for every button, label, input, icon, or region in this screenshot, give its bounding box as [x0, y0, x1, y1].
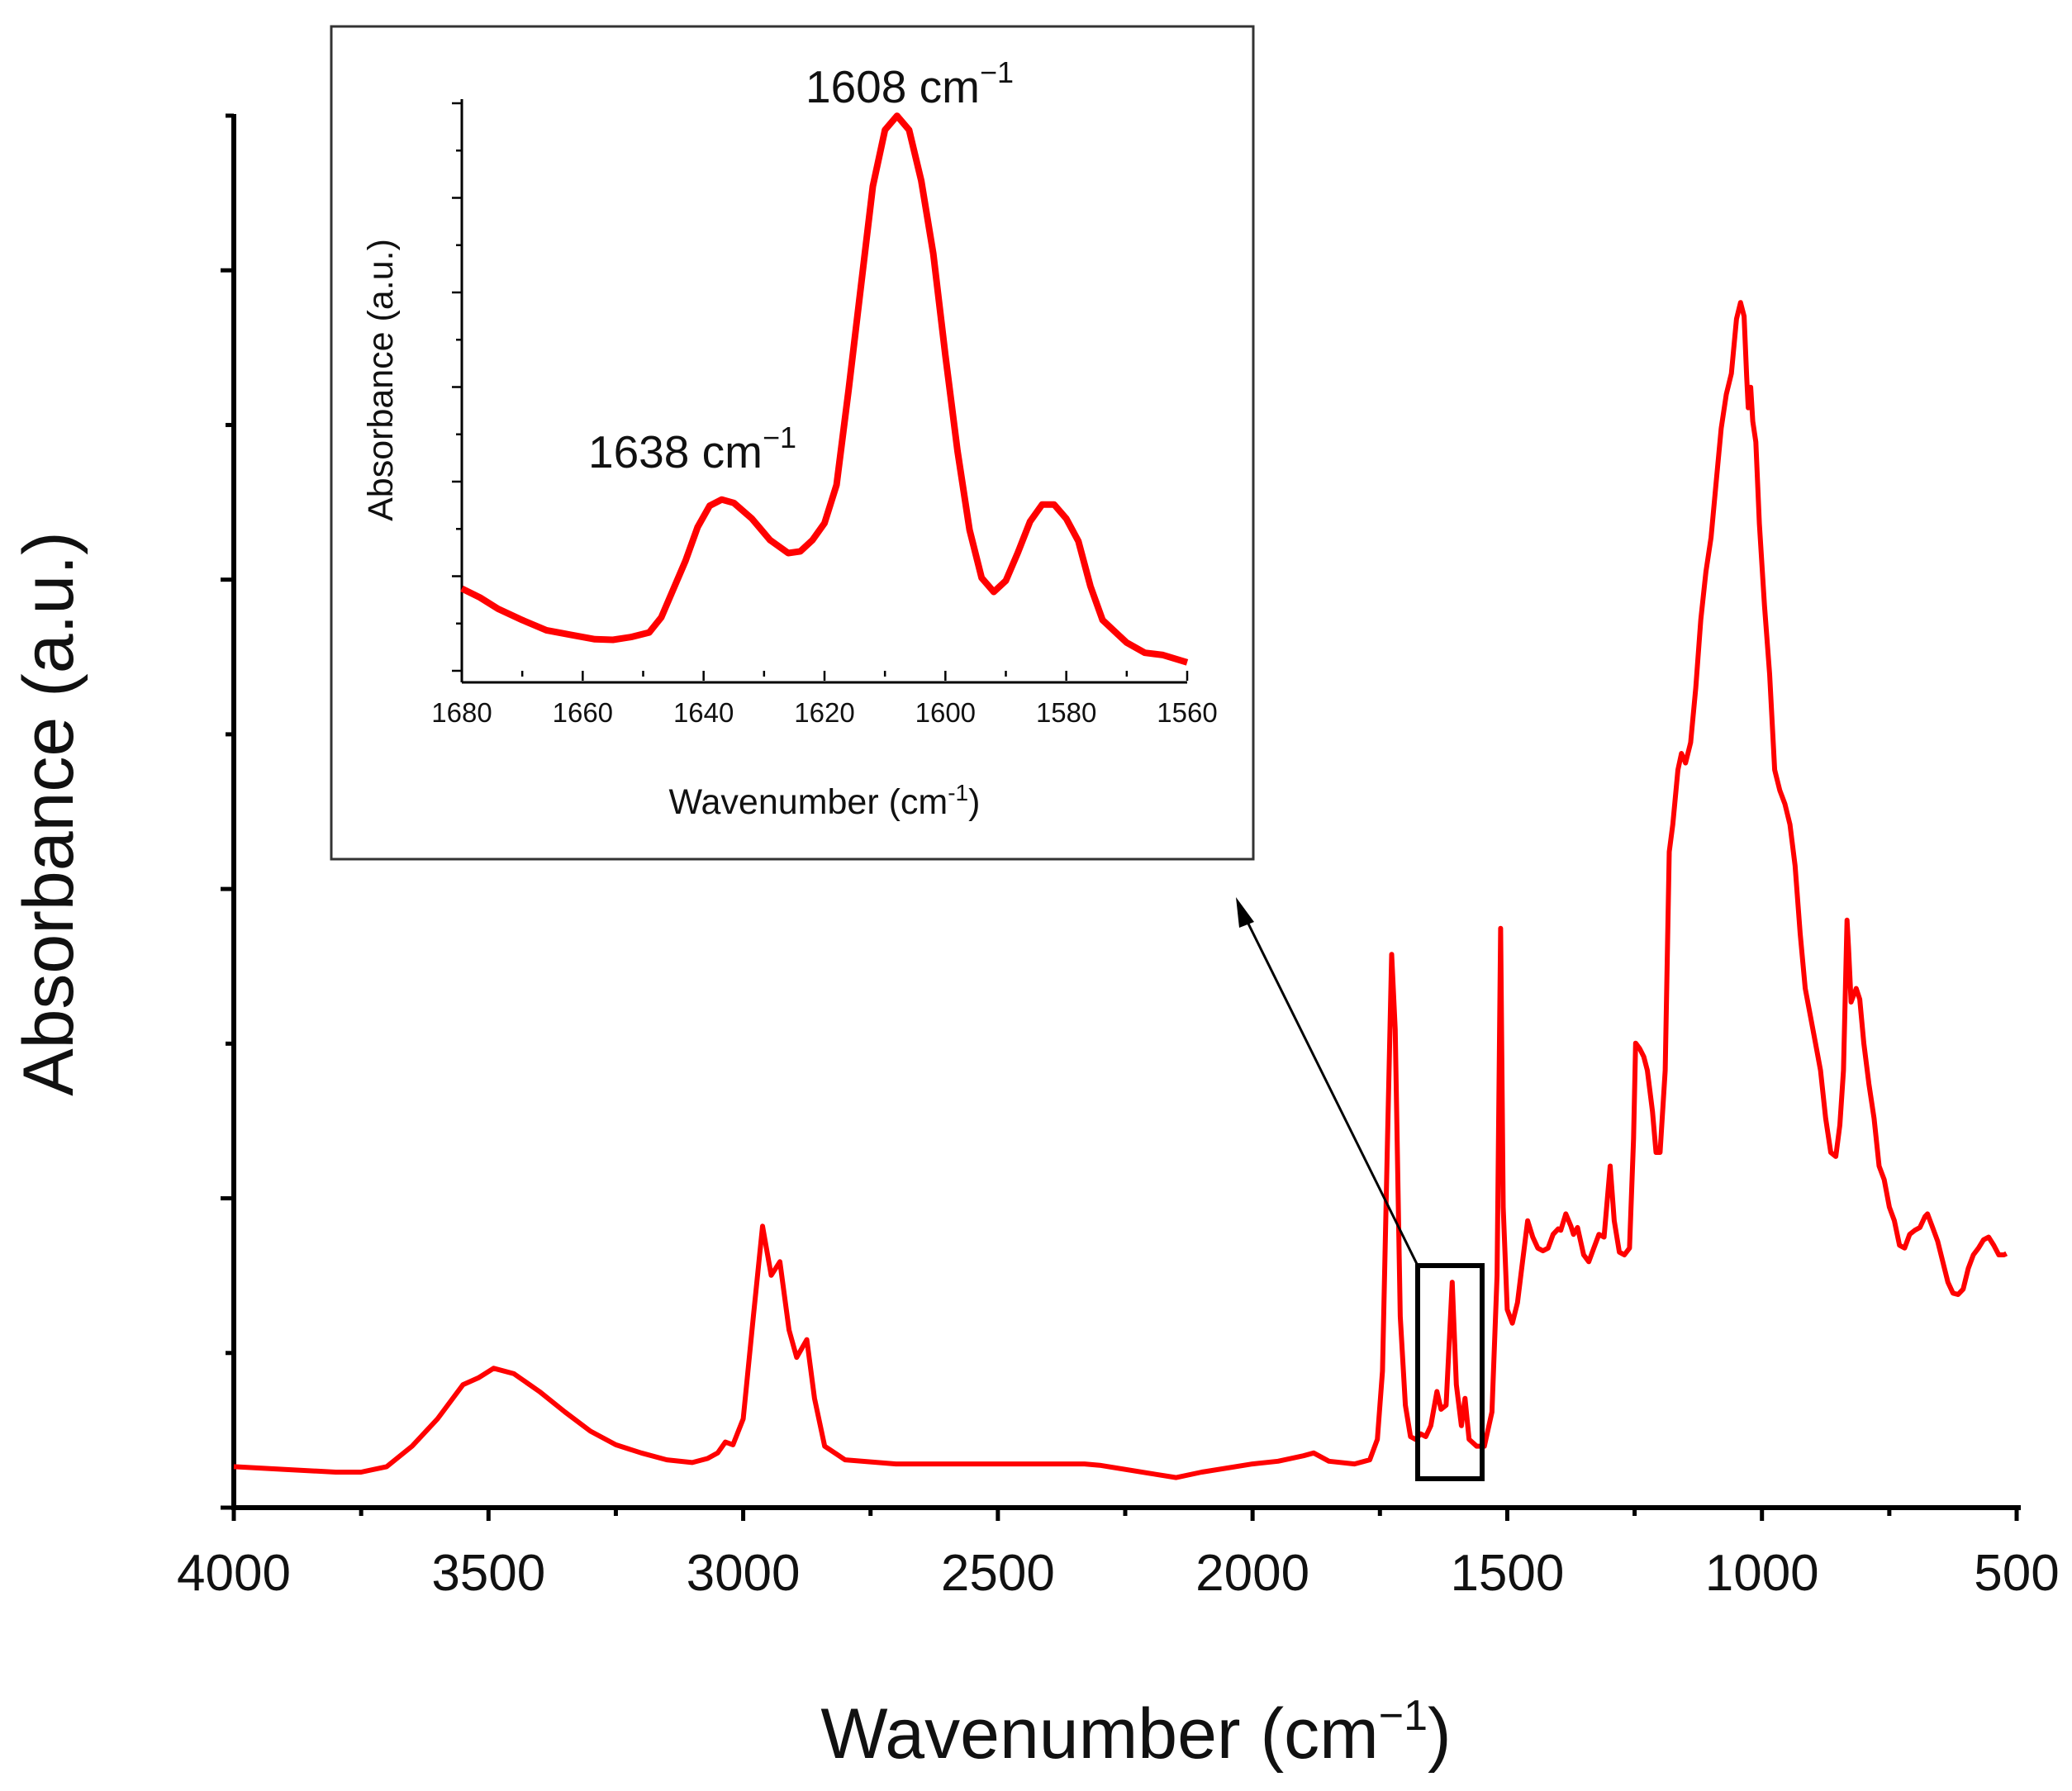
main-spectrum-line — [233, 300, 2008, 1480]
main-x-ticks: 4000 3500 3000 2500 2000 1500 1000 500 — [177, 1508, 2060, 1602]
inset-x-axis-title-close: ) — [968, 782, 980, 822]
main-x-tick-label: 2500 — [941, 1545, 1055, 1602]
inset-frame — [330, 25, 1255, 861]
inset-y-axis-title: Absorbance (a.u.) — [361, 239, 401, 521]
peak-label-1638-sup: −1 — [763, 420, 796, 454]
main-y-axis-title: Absorbance (a.u.) — [9, 531, 88, 1096]
inset-y-ticks — [452, 102, 462, 672]
main-y-ticks — [221, 113, 234, 1510]
inset-x-axis-title-text: Wavenumber (cm — [669, 782, 948, 822]
inset-x-tick-label: 1680 — [431, 697, 492, 728]
inset-x-tick-label: 1600 — [915, 697, 976, 728]
zoom-arrow-head — [1236, 897, 1254, 928]
main-x-axis-title-close: ) — [1428, 1694, 1452, 1774]
inset-x-tick-label: 1660 — [553, 697, 613, 728]
peak-label-1638-text: 1638 cm — [588, 426, 763, 477]
zoom-arrow-line — [1244, 918, 1419, 1266]
zoom-region-box — [1415, 1263, 1485, 1481]
main-chart: 4000 3500 3000 2500 2000 1500 1000 500 Wavenumb… — [9, 113, 2060, 1774]
main-x-tick-label: 3500 — [431, 1545, 545, 1602]
peak-label-1608-text: 1608 cm — [806, 61, 980, 112]
inset-x-axis-title-sup: -1 — [948, 780, 968, 805]
inset-spectrum-line — [460, 112, 1189, 666]
main-x-tick-label: 3000 — [687, 1545, 801, 1602]
main-x-axis-title-text: Wavenumber (cm — [820, 1694, 1378, 1774]
inset-x-axis-title: Wavenumber (cm-1) — [669, 780, 981, 822]
main-x-tick-label: 1500 — [1450, 1545, 1564, 1602]
inset-x-tick-label: 1580 — [1036, 697, 1096, 728]
inset-x-tick-label: 1560 — [1157, 697, 1217, 728]
peak-label-1608: 1608 cm−1 — [806, 55, 1014, 112]
inset-x-tick-label: 1640 — [673, 697, 734, 728]
peak-label-1638: 1638 cm−1 — [588, 420, 796, 477]
main-x-tick-label: 500 — [1974, 1545, 2059, 1602]
main-x-axis-title: Wavenumber (cm−1) — [820, 1692, 1451, 1774]
inset-x-tick-label: 1620 — [794, 697, 854, 728]
main-x-tick-label: 2000 — [1195, 1545, 1309, 1602]
main-x-tick-label: 1000 — [1705, 1545, 1819, 1602]
main-x-axis-title-sup: −1 — [1379, 1692, 1428, 1740]
inset-x-ticks: 1680 1660 1640 1620 1600 1580 1560 — [431, 671, 1218, 728]
main-x-tick-label: 4000 — [177, 1545, 291, 1602]
inset-chart: 1680 1660 1640 1620 1600 1580 1560 Wavenumber … — [330, 25, 1255, 861]
peak-label-1608-sup: −1 — [980, 55, 1014, 89]
